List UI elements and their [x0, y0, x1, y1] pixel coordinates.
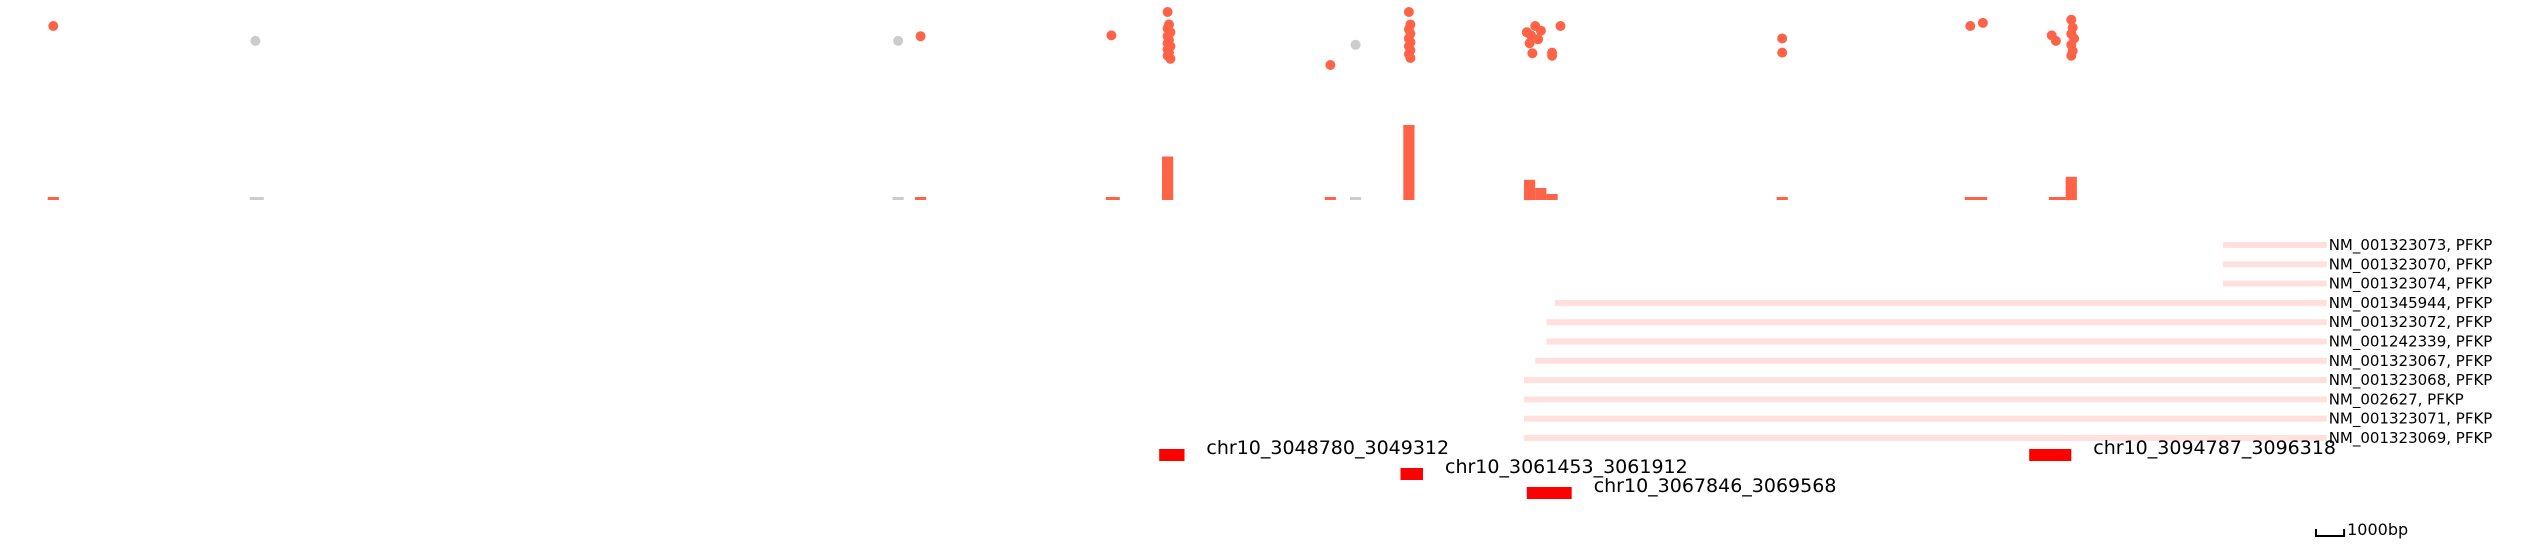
region-label: chr10_3094787_3096318: [2093, 437, 2336, 459]
snp-point: [1162, 7, 1173, 17]
transcript-label: NM_001323070, PFKP: [2329, 255, 2493, 274]
density-bar: [892, 197, 904, 200]
region-label: chr10_3061453_3061912: [1445, 456, 1688, 478]
scale-bar-line: [2315, 529, 2346, 537]
snp-point: [1350, 39, 1361, 50]
snp-point: [1965, 21, 1976, 31]
density-bar: [1162, 156, 1174, 200]
density-bar: [1546, 194, 1558, 200]
transcript-label: NM_002627, PFKP: [2329, 390, 2464, 409]
region-block: [2029, 449, 2072, 461]
region-track: chr10_3048780_3049312chr10_3061453_30619…: [1159, 437, 2336, 499]
density-bar: [1324, 197, 1336, 200]
snp-point: [1325, 60, 1336, 70]
transcript-label: NM_001242339, PFKP: [2329, 333, 2493, 352]
transcript-bar: [2222, 280, 2327, 287]
snp-point: [1547, 47, 1558, 58]
region-label: chr10_3048780_3049312: [1206, 437, 1449, 459]
transcript-bar: [1524, 396, 2327, 403]
snp-point: [915, 31, 926, 42]
snp-point: [2066, 14, 2077, 25]
snp-point: [2066, 50, 2077, 61]
density-bar: [1350, 197, 1362, 200]
snp-point: [1533, 34, 1544, 45]
region-block: [1159, 449, 1185, 461]
density-bar: [249, 197, 264, 200]
region-block: [1526, 487, 1572, 499]
density-bar: [47, 197, 59, 200]
snp-point: [250, 35, 261, 46]
transcript-label: NM_001323074, PFKP: [2329, 275, 2493, 294]
scale-bar-label: 1000bp: [2347, 520, 2408, 539]
transcript-bar: [1524, 415, 2327, 422]
snp-point: [1527, 48, 1538, 59]
region-label: chr10_3067846_3069568: [1594, 475, 1837, 497]
transcript-bar: [1524, 435, 2327, 441]
density-bar: [1535, 188, 1547, 200]
snp-point: [1535, 25, 1546, 36]
snp-point: [1777, 47, 1788, 58]
snp-point: [1403, 7, 1414, 17]
snp-point: [1524, 38, 1535, 49]
transcript-bar: [2222, 242, 2327, 248]
transcript-label: NM_001323068, PFKP: [2329, 371, 2493, 390]
transcript-label: NM_001323069, PFKP: [2329, 429, 2493, 448]
density-bar: [1403, 125, 1415, 200]
snp-point: [1555, 21, 1566, 31]
density-bar: [2048, 197, 2066, 200]
snp-point: [1977, 17, 1988, 28]
density-bar: [1776, 197, 1788, 200]
region-block: [1400, 468, 1423, 480]
density-bar: [2065, 176, 2077, 201]
transcript-bar: [1546, 338, 2327, 345]
snp-point: [1165, 53, 1176, 64]
density-bar: [1524, 179, 1536, 201]
density-bar: [915, 197, 927, 200]
snp-density-track: [47, 125, 2077, 201]
transcript-label: NM_001345944, PFKP: [2329, 294, 2493, 313]
transcript-bar: [1554, 299, 2327, 306]
transcript-label: NM_001323071, PFKP: [2329, 410, 2493, 429]
transcript-bar: [1546, 319, 2327, 326]
snp-point: [48, 21, 59, 31]
snp-point: [1405, 53, 1416, 63]
transcript-bar: [1524, 377, 2327, 384]
snp-point: [893, 35, 904, 46]
transcript-label: NM_001323073, PFKP: [2329, 236, 2493, 255]
density-bar: [1105, 197, 1120, 200]
transcript-bar: [1535, 357, 2327, 364]
snp-point: [1106, 30, 1117, 41]
snp-scatter-track: [48, 7, 2080, 70]
snp-point: [1777, 33, 1788, 44]
transcript-label: NM_001323072, PFKP: [2329, 313, 2493, 332]
snp-point: [2050, 35, 2061, 46]
transcript-bar: [2222, 261, 2327, 268]
scale-bar: 1000bp: [2315, 520, 2408, 539]
density-bar: [1964, 197, 1988, 200]
transcript-label: NM_001323067, PFKP: [2329, 352, 2493, 371]
